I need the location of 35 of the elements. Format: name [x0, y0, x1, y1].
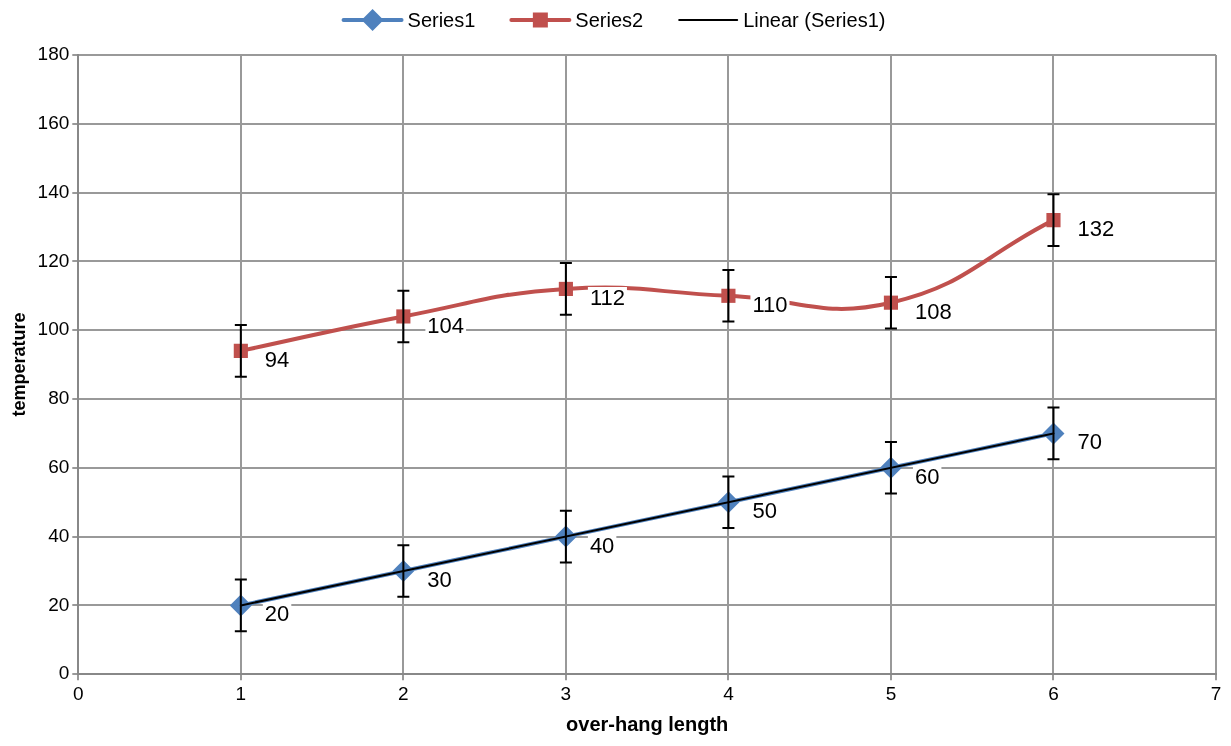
y-tick-label: 80 [48, 387, 70, 409]
x-tick-label: 6 [1048, 682, 1059, 704]
x-tick-label: 3 [560, 682, 572, 704]
data-label: 70 [1077, 429, 1102, 455]
x-tick-label: 0 [73, 682, 84, 704]
data-label: 132 [1077, 216, 1115, 242]
y-tick-label: 0 [58, 662, 70, 684]
data-label: 30 [427, 567, 452, 593]
x-tick-label: 7 [1210, 682, 1222, 704]
data-label: 108 [914, 298, 952, 324]
data-label: 40 [589, 532, 615, 558]
x-tick-label: 2 [398, 682, 409, 704]
y-tick-label: 40 [48, 524, 70, 546]
y-tick-label: 180 [37, 43, 70, 65]
x-tick-label: 5 [885, 682, 897, 704]
y-tick-label: 60 [48, 456, 70, 478]
y-tick-label: 140 [37, 180, 70, 202]
x-axis-title: over-hang length [566, 712, 729, 735]
data-label: 112 [589, 284, 625, 310]
x-tick-label: 1 [235, 682, 247, 704]
y-tick-label: 120 [37, 249, 70, 271]
data-label: 104 [427, 312, 465, 338]
legend-label: Series1 [407, 8, 476, 31]
data-label: 50 [752, 498, 777, 524]
data-label: 60 [914, 463, 940, 489]
data-label: 94 [264, 346, 290, 372]
y-tick-label: 20 [48, 593, 70, 615]
legend-label: Linear (Series1) [743, 8, 886, 31]
y-tick-label: 100 [37, 318, 70, 340]
legend-label: Series2 [575, 8, 644, 31]
x-tick-label: 4 [723, 682, 735, 704]
y-axis-title: temperature [8, 312, 29, 417]
y-tick-label: 160 [37, 112, 70, 134]
data-label: 110 [752, 291, 788, 317]
data-label: 20 [264, 601, 290, 627]
